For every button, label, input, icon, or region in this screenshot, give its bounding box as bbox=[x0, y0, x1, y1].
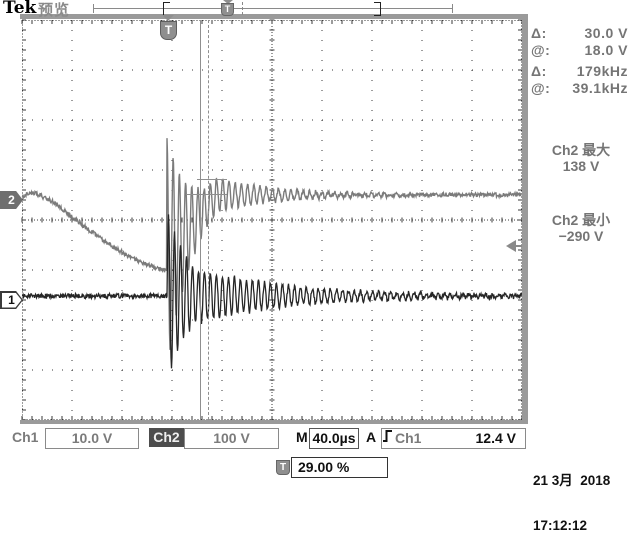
ch2-max-label: Ch2 最大 bbox=[551, 142, 611, 158]
at-frequency-value: 39.1kHz bbox=[572, 80, 628, 96]
ch2-min-measurement: Ch2 最小 −290 V bbox=[531, 212, 631, 244]
delta-symbol: Δ: bbox=[531, 63, 547, 79]
ch2-min-label: Ch2 最小 bbox=[551, 212, 611, 228]
trigger-level-value: 12.4 V bbox=[475, 430, 516, 446]
window-bracket-right bbox=[374, 2, 381, 16]
ch2-max-measurement: Ch2 最大 138 V bbox=[531, 142, 631, 174]
record-start-tick bbox=[93, 4, 94, 13]
cursor-line-dashed bbox=[208, 20, 209, 420]
window-bracket-left bbox=[163, 2, 170, 16]
cursor-at-voltage-row: @: 18.0 V bbox=[531, 42, 628, 58]
at-voltage-value: 18.0 V bbox=[584, 42, 628, 58]
bezel-top bbox=[20, 14, 528, 19]
bezel-bottom bbox=[20, 420, 528, 424]
at-symbol: @: bbox=[531, 80, 551, 96]
acquisition-mode-label: 预览 bbox=[38, 2, 71, 19]
cursor-h-segment-2 bbox=[186, 194, 227, 195]
trigger-readout: Ch1 12.4 V bbox=[381, 428, 526, 449]
ch2-scale-readout: 100 V bbox=[184, 428, 279, 449]
bezel-right bbox=[522, 14, 528, 424]
cursor-delta-frequency-row: Δ: 179kHz bbox=[531, 63, 628, 79]
record-view-line bbox=[93, 8, 452, 9]
date-value: 21 3月 2018 bbox=[533, 473, 611, 488]
timebase-label: M bbox=[296, 429, 308, 445]
cursor-delta-voltage-row: Δ: 30.0 V bbox=[531, 25, 628, 41]
ch1-scale-readout: 10.0 V bbox=[45, 428, 139, 449]
record-cursor-dash bbox=[242, 2, 243, 15]
tek-logo: Tek bbox=[3, 0, 37, 18]
ch2-ground-marker: 2 bbox=[0, 191, 23, 209]
trigger-level-arrow-tail bbox=[515, 245, 522, 247]
delta-voltage-value: 30.0 V bbox=[584, 25, 628, 41]
record-end-tick bbox=[452, 4, 453, 13]
horizontal-position-icon: T bbox=[276, 460, 290, 475]
ch1-ground-marker: 1 bbox=[1, 292, 22, 308]
timebase-readout: 40.0µs bbox=[309, 428, 359, 449]
trigger-source-label: Ch1 bbox=[395, 430, 422, 446]
trigger-level-arrow-icon bbox=[506, 240, 516, 252]
datetime-readout: 21 3月 2018 17:12:12 bbox=[533, 443, 610, 548]
horizontal-position-readout: 29.00 % bbox=[291, 457, 388, 478]
delta-symbol: Δ: bbox=[531, 25, 547, 41]
ch2-max-value: 138 V bbox=[562, 158, 600, 174]
ch1-label: Ch1 bbox=[12, 429, 39, 445]
time-value: 17:12:12 bbox=[533, 518, 588, 533]
cursor-at-frequency-row: @: 39.1kHz bbox=[531, 80, 628, 96]
ch2-label: Ch2 bbox=[149, 428, 184, 447]
cursor-line-solid bbox=[200, 20, 201, 420]
cursor-h-segment-1 bbox=[197, 179, 227, 180]
trigger-position-icon: T bbox=[160, 21, 177, 40]
record-trigger-arrow-icon bbox=[223, 0, 233, 4]
trigger-mode-label: A bbox=[366, 429, 377, 445]
record-trigger-icon: T bbox=[221, 3, 234, 16]
delta-frequency-value: 179kHz bbox=[576, 63, 628, 79]
ch2-min-value: −290 V bbox=[558, 228, 604, 244]
at-symbol: @: bbox=[531, 42, 551, 58]
trigger-position-arrow-icon bbox=[162, 15, 174, 21]
